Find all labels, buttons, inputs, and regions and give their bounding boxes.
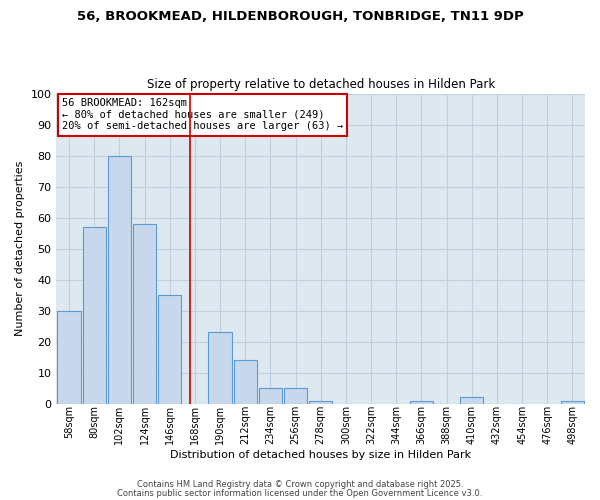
Y-axis label: Number of detached properties: Number of detached properties [15,161,25,336]
Bar [309,400,332,404]
Text: Contains HM Land Registry data © Crown copyright and database right 2025.: Contains HM Land Registry data © Crown c… [137,480,463,489]
Bar [158,295,181,404]
Text: 56 BROOKMEAD: 162sqm
← 80% of detached houses are smaller (249)
20% of semi-deta: 56 BROOKMEAD: 162sqm ← 80% of detached h… [62,98,343,132]
Bar [58,310,80,404]
Title: Size of property relative to detached houses in Hilden Park: Size of property relative to detached ho… [146,78,495,91]
Bar [83,227,106,404]
X-axis label: Distribution of detached houses by size in Hilden Park: Distribution of detached houses by size … [170,450,471,460]
Text: 56, BROOKMEAD, HILDENBOROUGH, TONBRIDGE, TN11 9DP: 56, BROOKMEAD, HILDENBOROUGH, TONBRIDGE,… [77,10,523,23]
Bar [561,400,584,404]
Bar [208,332,232,404]
Bar [233,360,257,404]
Bar [284,388,307,404]
Bar [133,224,156,404]
Text: Contains public sector information licensed under the Open Government Licence v3: Contains public sector information licen… [118,489,482,498]
Bar [259,388,282,404]
Bar [460,398,484,404]
Bar [410,400,433,404]
Bar [108,156,131,404]
